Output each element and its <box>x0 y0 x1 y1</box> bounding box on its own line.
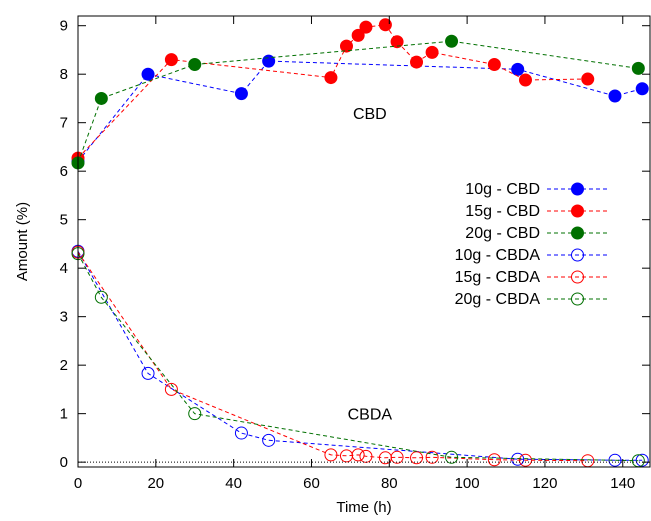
data-point <box>351 28 365 42</box>
data-point <box>410 55 424 69</box>
legend-label-10g-cbd: 10g - CBD <box>465 181 540 198</box>
x-tick-label: 100 <box>455 475 480 492</box>
x-tick-label: 40 <box>225 475 242 492</box>
series-line <box>77 251 588 462</box>
x-tick-label: 0 <box>74 475 82 492</box>
legend-marker-20g-cbd <box>571 226 584 240</box>
data-point <box>141 366 155 380</box>
data-point <box>487 453 501 467</box>
data-point <box>339 39 353 53</box>
data-point <box>164 382 178 396</box>
data-point <box>635 82 649 96</box>
legend-label-20g-cbda: 20g - CBDA <box>455 291 541 308</box>
series-10g-cbda <box>71 244 649 467</box>
series-20g-cbda <box>71 247 645 468</box>
y-tick-label: 3 <box>60 309 68 326</box>
data-point <box>390 450 404 464</box>
data-point <box>487 57 501 71</box>
data-point <box>511 452 525 466</box>
data-point <box>234 426 248 440</box>
x-tick-label: 60 <box>303 475 320 492</box>
plot-frame <box>77 15 651 468</box>
data-point <box>518 453 532 467</box>
data-point <box>351 448 365 462</box>
series-15g-cbd <box>71 18 595 165</box>
x-tick-label: 120 <box>532 475 557 492</box>
data-point <box>608 89 622 103</box>
annotation-cbda: CBDA <box>348 407 393 424</box>
legend-label-20g-cbd: 20g - CBD <box>465 225 540 242</box>
legend-marker-15g-cbda <box>571 270 584 284</box>
legend: 10g - CBD 15g - CBD 20g - CBD 10g - CBDA… <box>455 181 608 308</box>
y-tick-label: 2 <box>60 357 68 374</box>
data-point <box>262 433 276 447</box>
data-point <box>262 54 276 68</box>
data-point <box>188 57 202 71</box>
legend-marker-10g-cbd <box>571 182 584 196</box>
y-tick-label: 8 <box>60 66 68 83</box>
y-tick-label: 0 <box>60 454 68 471</box>
y-tick-label: 1 <box>60 406 68 423</box>
data-point <box>378 18 392 32</box>
series-layer <box>71 18 649 468</box>
data-point <box>445 34 459 48</box>
series-line <box>77 40 639 164</box>
legend-marker-10g-cbda <box>571 248 584 262</box>
legend-label-15g-cbd: 15g - CBD <box>465 203 540 220</box>
legend-marker-20g-cbda <box>571 292 584 306</box>
data-point <box>324 448 338 462</box>
data-point <box>141 67 155 81</box>
data-point <box>359 20 373 34</box>
data-point <box>94 290 108 304</box>
data-point <box>635 453 649 467</box>
data-point <box>581 72 595 86</box>
y-tick-label: 9 <box>60 18 68 35</box>
legend-label-10g-cbda: 10g - CBDA <box>455 247 541 264</box>
x-axis-title: Time (h) <box>336 499 391 516</box>
x-tick-label: 20 <box>147 475 164 492</box>
y-axis-title: Amount (%) <box>14 202 31 281</box>
series-10g-cbd <box>71 54 649 168</box>
legend-label-15g-cbda: 15g - CBDA <box>455 269 541 286</box>
data-point <box>390 35 404 49</box>
legend-marker-15g-cbd <box>571 204 584 218</box>
data-point <box>164 53 178 67</box>
y-tick-label: 6 <box>60 163 68 180</box>
axis-ticks: 0 20 40 60 80 100 120 140 0 1 2 3 4 5 6 7 8 9 <box>60 16 650 492</box>
data-point <box>188 407 202 421</box>
data-point <box>445 450 459 464</box>
x-tick-label: 140 <box>610 475 635 492</box>
annotation-cbd: CBD <box>353 106 387 123</box>
y-tick-label: 4 <box>60 260 68 277</box>
data-point <box>425 450 439 464</box>
series-line <box>77 24 588 159</box>
data-point <box>425 45 439 59</box>
y-tick-label: 7 <box>60 115 68 132</box>
data-point <box>359 449 373 463</box>
data-point <box>234 87 248 101</box>
y-tick-label: 5 <box>60 212 68 229</box>
series-20g-cbd <box>71 34 645 170</box>
data-point <box>324 71 338 85</box>
series-line <box>77 253 639 462</box>
data-point <box>94 91 108 105</box>
data-point <box>511 62 525 76</box>
data-point <box>518 73 532 87</box>
data-point <box>631 61 645 75</box>
series-line <box>77 250 643 461</box>
x-tick-label: 80 <box>381 475 398 492</box>
